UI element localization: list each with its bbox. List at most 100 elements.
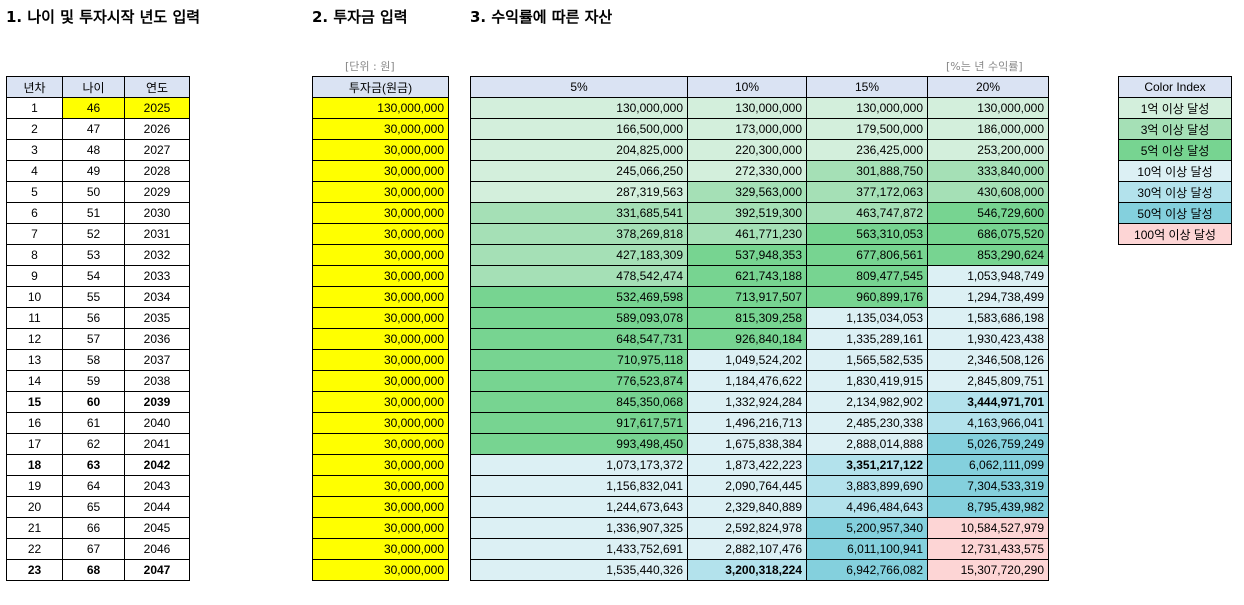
table-row: 993,498,450 1,675,838,384 2,888,014,888 5,0…: [470, 433, 1049, 455]
calendar-year-cell: 2027: [124, 139, 190, 161]
calendar-year-cell: 2025: [124, 97, 190, 119]
asset-cell-10pct: 2,329,840,889: [687, 496, 807, 518]
asset-cell-10pct: 329,563,000: [687, 181, 807, 203]
asset-cell-5pct: 287,319,563: [470, 181, 688, 203]
legend-row: 100억 이상 달성: [1118, 223, 1232, 245]
age-cell: 62: [62, 433, 125, 455]
principal-cell: 30,000,000: [312, 559, 449, 581]
table-row: 12 57 2036: [6, 328, 190, 350]
asset-cell-10pct: 461,771,230: [687, 223, 807, 245]
principal-cell: 30,000,000: [312, 118, 449, 140]
year-number-cell: 9: [6, 265, 63, 287]
asset-cell-5pct: 589,093,078: [470, 307, 688, 329]
calendar-year-cell: 2035: [124, 307, 190, 329]
asset-header-row: 5% 10% 15% 20%: [470, 76, 1049, 98]
principal-cell: 30,000,000: [312, 454, 449, 476]
age-cell: 66: [62, 517, 125, 539]
table-row: 30,000,000: [312, 328, 449, 350]
year-number-cell: 14: [6, 370, 63, 392]
table-row: 30,000,000: [312, 538, 449, 560]
table-row: 1,336,907,325 2,592,824,978 5,200,957,340 1…: [470, 517, 1049, 539]
asset-cell-15pct: 563,310,053: [806, 223, 928, 245]
asset-cell-20pct: 1,053,948,749: [927, 265, 1049, 287]
table-row: 30,000,000: [312, 223, 449, 245]
table-row: 378,269,818 461,771,230 563,310,053 686,075…: [470, 223, 1049, 245]
asset-cell-20pct: 5,026,759,249: [927, 433, 1049, 455]
table-row: 427,183,309 537,948,353 677,806,561 853,290…: [470, 244, 1049, 266]
principal-cell: 30,000,000: [312, 202, 449, 224]
calendar-year-cell: 2026: [124, 118, 190, 140]
table-row: 6 51 2030: [6, 202, 190, 224]
table-row: 22 67 2046: [6, 538, 190, 560]
asset-cell-5pct: 427,183,309: [470, 244, 688, 266]
section-title-investment: 2. 투자금 입력: [312, 8, 408, 26]
color-index-header: Color Index: [1118, 76, 1232, 98]
year-number-cell: 4: [6, 160, 63, 182]
asset-cell-10pct: 1,675,838,384: [687, 433, 807, 455]
principal-cell: 30,000,000: [312, 370, 449, 392]
table-row: 11 56 2035: [6, 307, 190, 329]
asset-cell-15pct: 236,425,000: [806, 139, 928, 161]
year-number-cell: 18: [6, 454, 63, 476]
year-number-cell: 11: [6, 307, 63, 329]
year-number-cell: 2: [6, 118, 63, 140]
asset-cell-20pct: 10,584,527,979: [927, 517, 1049, 539]
asset-cell-15pct: 3,883,899,690: [806, 475, 928, 497]
table-row: 287,319,563 329,563,000 377,172,063 430,608…: [470, 181, 1049, 203]
table-row: 2 47 2026: [6, 118, 190, 140]
calendar-year-cell: 2031: [124, 223, 190, 245]
calendar-year-cell: 2047: [124, 559, 190, 581]
table-row: 23 68 2047: [6, 559, 190, 581]
table-row: 30,000,000: [312, 433, 449, 455]
table-row: 30,000,000: [312, 307, 449, 329]
age-cell: 54: [62, 265, 125, 287]
asset-cell-10pct: 537,948,353: [687, 244, 807, 266]
legend-item: 5억 이상 달성: [1118, 139, 1232, 161]
table-row: 130,000,000 130,000,000 130,000,000 130,000…: [470, 97, 1049, 119]
asset-cell-10pct: 926,840,184: [687, 328, 807, 350]
asset-cell-5pct: 1,336,907,325: [470, 517, 688, 539]
asset-cell-10pct: 2,090,764,445: [687, 475, 807, 497]
asset-cell-15pct: 1,335,289,161: [806, 328, 928, 350]
calendar-year-cell: 2036: [124, 328, 190, 350]
asset-cell-5pct: 1,535,440,326: [470, 559, 688, 581]
asset-cell-10pct: 815,309,258: [687, 307, 807, 329]
investment-header-row: 투자금(원금): [312, 76, 449, 98]
table-row: 21 66 2045: [6, 517, 190, 539]
asset-cell-5pct: 917,617,571: [470, 412, 688, 434]
header-age: 나이: [62, 76, 125, 98]
asset-cell-5pct: 245,066,250: [470, 160, 688, 182]
asset-cell-5pct: 166,500,000: [470, 118, 688, 140]
table-row: 7 52 2031: [6, 223, 190, 245]
year-number-cell: 20: [6, 496, 63, 518]
header-rate-15: 15%: [806, 76, 928, 98]
asset-cell-15pct: 301,888,750: [806, 160, 928, 182]
age-cell: 59: [62, 370, 125, 392]
year-number-cell: 3: [6, 139, 63, 161]
asset-cell-20pct: 8,795,439,982: [927, 496, 1049, 518]
asset-cell-15pct: 2,134,982,902: [806, 391, 928, 413]
table-row: 589,093,078 815,309,258 1,135,034,053 1,583…: [470, 307, 1049, 329]
table-row: 20 65 2044: [6, 496, 190, 518]
year-number-cell: 12: [6, 328, 63, 350]
legend-item: 30억 이상 달성: [1118, 181, 1232, 203]
asset-cell-15pct: 6,942,766,082: [806, 559, 928, 581]
asset-cell-10pct: 2,882,107,476: [687, 538, 807, 560]
asset-cell-15pct: 377,172,063: [806, 181, 928, 203]
asset-cell-10pct: 1,332,924,284: [687, 391, 807, 413]
table-row: 15 60 2039: [6, 391, 190, 413]
age-cell: 50: [62, 181, 125, 203]
principal-cell: 30,000,000: [312, 412, 449, 434]
calendar-year-cell: 2033: [124, 265, 190, 287]
age-cell: 51: [62, 202, 125, 224]
year-number-cell: 23: [6, 559, 63, 581]
table-row: 30,000,000: [312, 475, 449, 497]
section-title-assets: 3. 수익률에 따른 자산: [470, 8, 613, 26]
header-year-number: 년차: [6, 76, 63, 98]
table-row: 30,000,000: [312, 265, 449, 287]
header-rate-20: 20%: [927, 76, 1049, 98]
legend-row: 10억 이상 달성: [1118, 160, 1232, 182]
table-row: 1 46 2025: [6, 97, 190, 119]
table-row: 166,500,000 173,000,000 179,500,000 186,000…: [470, 118, 1049, 140]
asset-cell-5pct: 378,269,818: [470, 223, 688, 245]
